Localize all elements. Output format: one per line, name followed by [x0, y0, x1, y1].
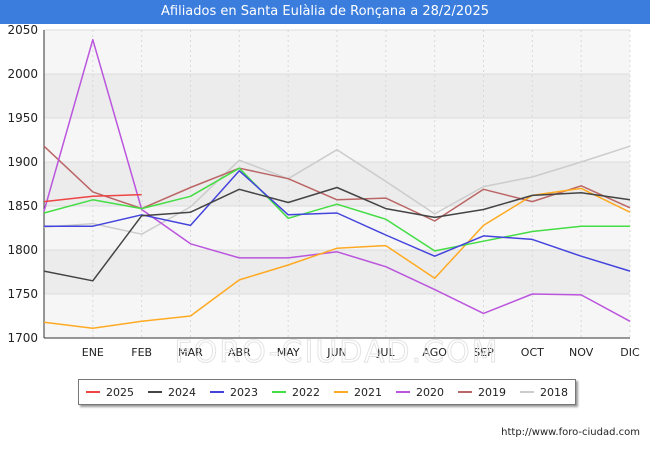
legend-label: 2022	[292, 385, 320, 399]
series-line-2025	[43, 193, 142, 203]
legend-item-2022: 2022	[272, 386, 320, 399]
x-tick-label: SEP	[473, 346, 494, 359]
legend-swatch	[86, 391, 100, 393]
legend-label: 2024	[168, 385, 196, 399]
legend-swatch	[458, 391, 472, 393]
y-tick-label: 2050	[7, 23, 38, 37]
series-line-2022	[43, 167, 630, 252]
legend-item-2021: 2021	[334, 386, 382, 399]
y-tick-label: 2000	[7, 67, 38, 81]
series-line-2023	[44, 170, 631, 272]
legend-item-2023: 2023	[210, 386, 258, 399]
chart-title: Afiliados en Santa Eulàlia de Ronçana a …	[161, 4, 489, 19]
legend-swatch	[210, 391, 224, 393]
series-line-2018	[43, 145, 631, 235]
legend-swatch	[334, 391, 348, 393]
legend-label: 2025	[106, 385, 134, 399]
watermark: FORO-CIUDAD.COM	[175, 335, 500, 370]
legend-item-2025: 2025	[86, 386, 134, 399]
series-line-2024	[43, 186, 631, 282]
y-tick-label: 1850	[7, 199, 38, 213]
legend-item-2024: 2024	[148, 386, 196, 399]
y-tick-label: 1950	[7, 111, 38, 125]
x-tick-label: NOV	[569, 346, 594, 359]
x-tick-label: ENE	[82, 346, 104, 359]
legend-label: 2019	[478, 385, 506, 399]
legend-label: 2020	[416, 385, 444, 399]
y-tick-label: 1750	[7, 287, 38, 301]
x-tick-label: FEB	[131, 346, 152, 359]
y-tick-label: 1900	[7, 155, 38, 169]
y-tick-label: 1800	[7, 243, 38, 257]
source-url[interactable]: http://www.foro-ciudad.com	[501, 427, 640, 438]
y-tick-label: 1700	[7, 331, 38, 345]
x-tick-label: DIC	[620, 346, 640, 359]
legend-swatch	[272, 391, 286, 393]
x-tick-label: MAR	[178, 346, 203, 359]
legend: 2025 2024 2023 2022 2021 2020 2019 2018	[78, 379, 576, 405]
x-tick-label: JUN	[326, 346, 347, 359]
legend-swatch	[396, 391, 410, 393]
legend-item-2020: 2020	[396, 386, 444, 399]
x-tick-label: ABR	[228, 346, 251, 359]
x-tick-label: OCT	[521, 346, 544, 359]
legend-label: 2023	[230, 385, 258, 399]
chart-title-bar: Afiliados en Santa Eulàlia de Ronçana a …	[0, 0, 650, 24]
legend-swatch	[148, 391, 162, 393]
x-tick-label: JUL	[376, 346, 395, 359]
legend-item-2018: 2018	[520, 386, 568, 399]
grid-band	[44, 162, 630, 206]
x-tick-label: AGO	[422, 346, 447, 359]
legend-swatch	[520, 391, 534, 393]
x-tick-label: MAY	[277, 346, 300, 359]
series-line-2020	[43, 38, 631, 322]
legend-label: 2018	[540, 385, 568, 399]
legend-item-2019: 2019	[458, 386, 506, 399]
legend-label: 2021	[354, 385, 382, 399]
